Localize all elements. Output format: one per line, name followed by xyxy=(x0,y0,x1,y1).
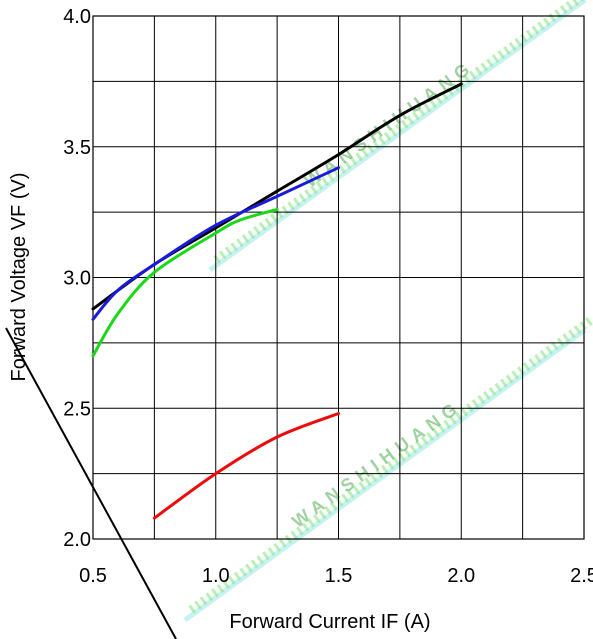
watermark-text: WANSHIHUANG xyxy=(301,56,478,192)
y-axis-label: Forward Voltage VF (V) xyxy=(8,173,30,382)
series-layer xyxy=(91,82,463,520)
series-line-2 xyxy=(91,166,340,321)
y-tick-label: 4.0 xyxy=(63,6,91,28)
watermark: WANSHIHUANG WANSHIHUANG xyxy=(183,0,593,623)
watermark-band xyxy=(183,327,587,623)
plot-frame xyxy=(92,15,585,540)
x-tick-label: 0.5 xyxy=(79,565,107,587)
series-line-3 xyxy=(91,208,279,358)
watermark-band xyxy=(208,0,587,273)
x-tick-label: 2.0 xyxy=(447,565,475,587)
y-tick-label: 2.0 xyxy=(63,529,91,551)
annotation-pointer-line xyxy=(5,327,177,639)
x-tick-label: 1.0 xyxy=(202,565,230,587)
y-tick-labels: 2.0 2.5 3.0 3.5 4.0 xyxy=(63,6,91,551)
x-tick-label: 2.5 xyxy=(570,565,593,587)
watermark-band xyxy=(188,316,593,614)
x-axis-label: Forward Current IF (A) xyxy=(229,611,430,633)
x-tick-labels: 0.5 1.0 1.5 2.0 2.5 xyxy=(79,565,593,587)
y-tick-label: 3.0 xyxy=(63,268,91,290)
x-tick-label: 1.5 xyxy=(325,565,353,587)
y-tick-label: 2.5 xyxy=(63,398,91,420)
grid xyxy=(92,15,585,540)
y-tick-label: 3.5 xyxy=(63,137,91,159)
series-line-4 xyxy=(152,412,340,520)
watermark-text: WANSHIHUANG xyxy=(288,396,465,532)
watermark-band xyxy=(213,0,585,264)
